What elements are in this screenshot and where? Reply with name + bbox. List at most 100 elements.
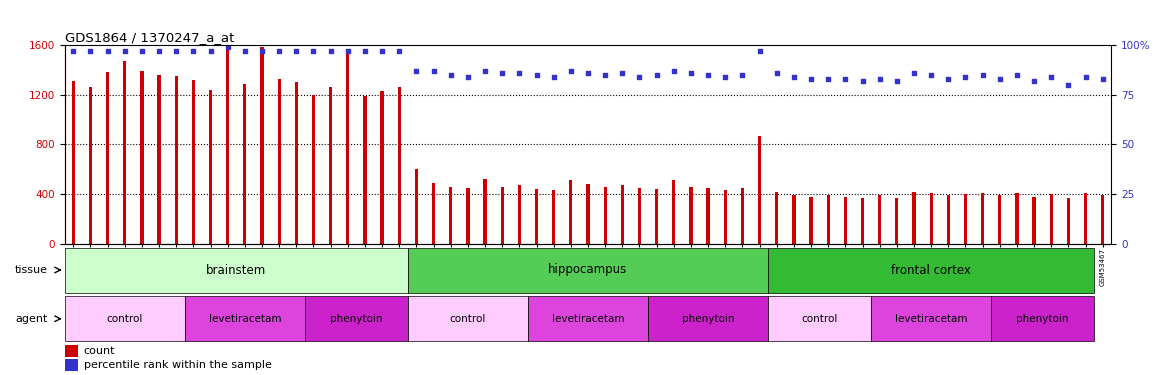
Bar — [648, 296, 768, 341]
Point — [818, 76, 837, 82]
Bar — [998, 195, 1002, 244]
Bar — [913, 192, 916, 244]
Bar — [415, 169, 419, 244]
Text: count: count — [83, 346, 115, 356]
Point — [407, 68, 426, 74]
Bar — [88, 87, 92, 244]
Bar — [65, 248, 408, 292]
Text: levetiracetam: levetiracetam — [208, 314, 281, 324]
Bar — [655, 189, 659, 244]
Text: control: control — [449, 314, 486, 324]
Point — [287, 48, 306, 54]
Point — [201, 48, 220, 54]
Point — [1024, 78, 1043, 84]
Point — [269, 48, 288, 54]
Bar — [65, 345, 79, 357]
Text: agent: agent — [15, 314, 47, 324]
Bar — [991, 296, 1094, 341]
Point — [167, 48, 186, 54]
Point — [836, 76, 855, 82]
Bar — [397, 87, 401, 244]
Bar — [689, 187, 693, 244]
Point — [784, 74, 803, 80]
Point — [802, 76, 821, 82]
Bar — [260, 48, 263, 244]
Bar — [312, 95, 315, 244]
Bar — [1067, 198, 1070, 244]
Text: levetiracetam: levetiracetam — [895, 314, 968, 324]
Bar — [305, 296, 408, 341]
Point — [81, 48, 100, 54]
Point — [373, 48, 392, 54]
Point — [1008, 72, 1027, 78]
Point — [390, 48, 409, 54]
Bar — [757, 136, 761, 244]
Text: control: control — [107, 314, 143, 324]
Bar — [707, 188, 710, 244]
Point — [1060, 82, 1078, 88]
Point — [527, 72, 546, 78]
Point — [544, 74, 563, 80]
Point — [183, 48, 202, 54]
Point — [716, 74, 735, 80]
Bar — [1033, 196, 1036, 244]
Point — [1042, 74, 1061, 80]
Point — [235, 48, 254, 54]
Bar — [483, 179, 487, 244]
Bar — [637, 188, 641, 244]
Bar — [878, 195, 881, 244]
Text: frontal cortex: frontal cortex — [891, 264, 971, 276]
Point — [64, 48, 82, 54]
Bar — [947, 195, 950, 244]
Bar — [895, 198, 898, 244]
Point — [339, 48, 358, 54]
Point — [305, 48, 323, 54]
Bar — [535, 189, 539, 244]
Point — [956, 74, 975, 80]
Point — [1076, 74, 1095, 80]
Bar — [329, 87, 333, 244]
Point — [459, 74, 477, 80]
Point — [441, 72, 460, 78]
Bar — [587, 184, 589, 244]
Text: control: control — [802, 314, 837, 324]
Bar — [65, 359, 79, 371]
Bar — [552, 190, 555, 244]
Text: phenytoin: phenytoin — [682, 314, 734, 324]
Bar — [621, 185, 624, 244]
Bar — [226, 48, 229, 244]
Bar — [381, 91, 383, 244]
Point — [870, 76, 889, 82]
Point — [647, 72, 666, 78]
Bar — [723, 190, 727, 244]
Point — [561, 68, 580, 74]
Point — [630, 74, 649, 80]
Point — [425, 68, 443, 74]
Bar — [809, 196, 813, 244]
Bar — [1015, 193, 1018, 244]
Bar — [65, 296, 185, 341]
Bar — [278, 78, 281, 244]
Bar — [603, 187, 607, 244]
Bar — [140, 71, 143, 244]
Point — [888, 78, 907, 84]
Point — [253, 48, 272, 54]
Bar — [861, 198, 864, 244]
Bar — [174, 76, 178, 244]
Bar — [363, 96, 367, 244]
Text: GDS1864 / 1370247_a_at: GDS1864 / 1370247_a_at — [65, 31, 234, 44]
Point — [475, 68, 494, 74]
Bar — [775, 192, 779, 244]
Bar — [1050, 194, 1053, 244]
Point — [149, 48, 168, 54]
Bar — [768, 296, 871, 341]
Point — [664, 68, 683, 74]
Bar — [185, 296, 305, 341]
Bar — [827, 195, 830, 244]
Point — [1094, 76, 1112, 82]
Bar — [209, 90, 212, 244]
Text: brainstem: brainstem — [206, 264, 267, 276]
Bar — [871, 296, 991, 341]
Bar — [528, 296, 648, 341]
Point — [699, 72, 717, 78]
